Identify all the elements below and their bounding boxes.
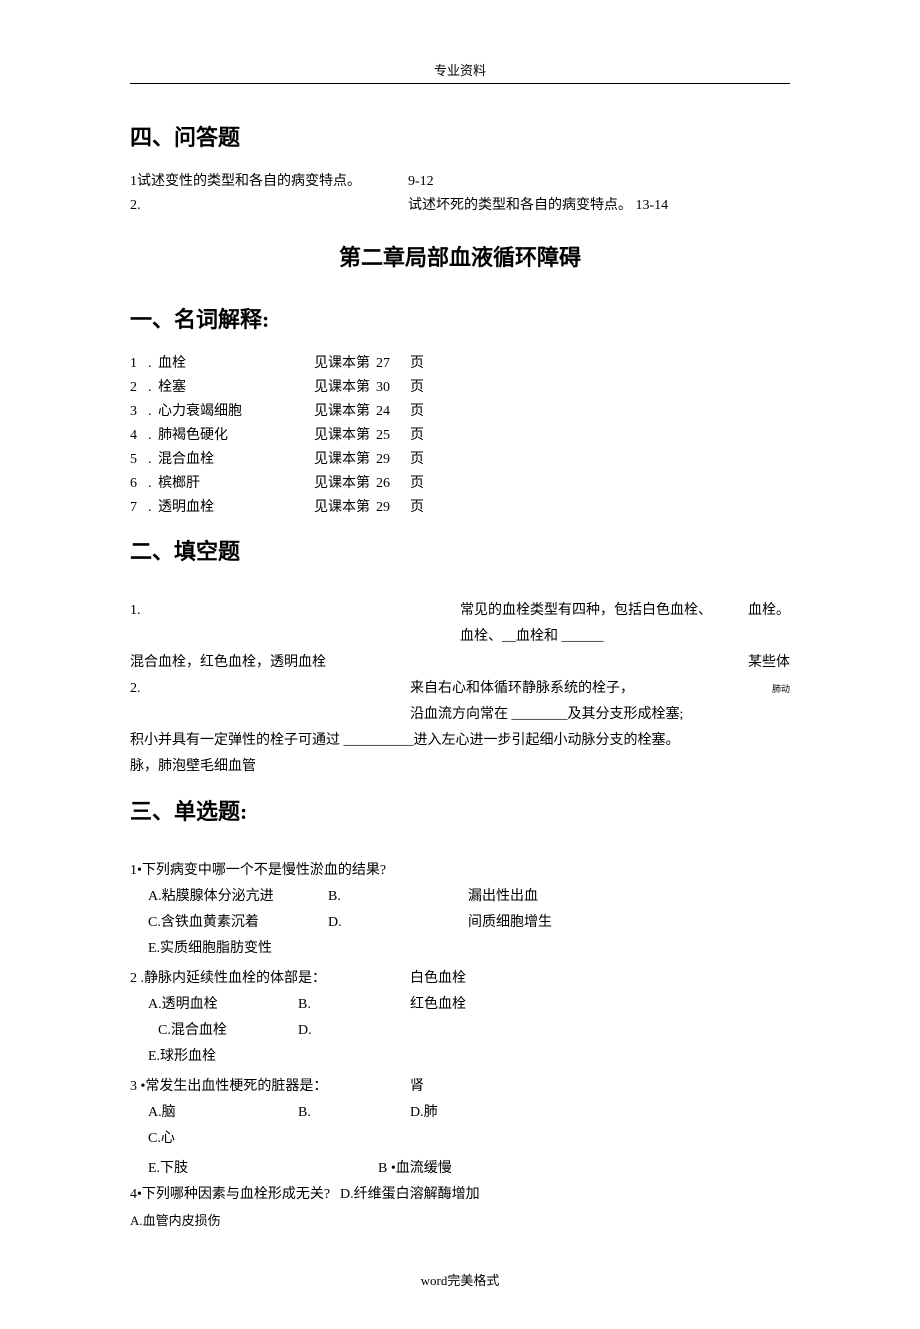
footer-text: word完美格式	[130, 1270, 790, 1289]
section4-q1: 1试述变性的类型和各自的病变特点。 9-12	[130, 170, 790, 194]
fill-q1-answer: 混合血栓，红色血栓，透明血栓	[130, 650, 730, 676]
mc-q4-a: A.血管内皮损伤	[130, 1208, 790, 1234]
fill-q2-answer: 脉，肺泡壁毛细血管	[130, 754, 790, 780]
fill-q2-line2: 沿血流方向常在 ________及其分支形成栓塞;	[410, 702, 683, 728]
mc-q2-b-right: 红色血栓	[410, 992, 790, 1018]
mc-q2-stem: 2 .静脉内延续性血栓的体部是：	[130, 966, 410, 992]
mc-q3-ext: B •血流缓慢	[378, 1156, 452, 1182]
mc-q2-c: C.混合血栓	[158, 1018, 298, 1044]
table-row: 7 . 透明血栓 见课本第 29 页	[130, 496, 790, 520]
fill-q1-extra: 血栓。	[730, 598, 790, 624]
mc-q2-e: E.球形血栓	[130, 1044, 790, 1070]
section4-q2: 2. 试述坏死的类型和各自的病变特点。 13-14	[130, 194, 790, 218]
table-row: 3 . 心力衰竭细胞 见课本第 24 页	[130, 400, 790, 424]
mc-q2-right: 白色血栓	[410, 966, 790, 992]
fill-q1-line2: 血栓、__血栓和 ______	[460, 624, 790, 650]
mc-q1-d: 间质细胞增生	[468, 910, 790, 936]
mc-q3-stem: 3 •常发生出血性梗死的脏器是：	[130, 1074, 410, 1100]
mc-q1-a: A.粘膜腺体分泌亢进	[148, 884, 328, 910]
mc-q1-b: 漏出性出血	[468, 884, 790, 910]
section4-q1-text: 1试述变性的类型和各自的病变特点。	[130, 170, 408, 194]
fill-q2-line3a: 积小并具有一定弹性的栓子可通过 __________	[130, 728, 414, 754]
mc-q4-right: D.纤维蛋白溶解酶增加	[340, 1182, 480, 1208]
mc-q2-d-label: D.	[298, 1018, 338, 1044]
mc-q3-e: E.下肢	[148, 1156, 378, 1182]
fill-heading: 二、填空题	[130, 534, 790, 566]
mc-q3-a: A.脑	[148, 1100, 298, 1126]
mc-q2-b-label: B.	[298, 992, 338, 1018]
table-row: 1 . 血栓 见课本第 27 页	[130, 352, 790, 376]
mc-q1-e: E.实质细胞脂肪变性	[130, 936, 790, 962]
terms-table: 1 . 血栓 见课本第 27 页 2 . 栓塞 见课本第 30 页 3 . 心力…	[130, 352, 790, 520]
mc-q4-stem: 4•下列哪种因素与血栓形成无关?	[130, 1182, 340, 1208]
header-text: 专业资料	[130, 60, 790, 79]
mc-q1-c: C.含铁血黄素沉着	[148, 910, 328, 936]
fill-q2-extra-top: 某些体	[730, 650, 790, 676]
fill-q2-line1: 来自右心和体循环静脉系统的栓子，	[410, 676, 634, 702]
mc-q1-stem: 1•下列病变中哪一个不是慢性淤血的结果?	[130, 858, 790, 884]
section4-q2-num: 2.	[130, 194, 408, 218]
section4-heading: 四、问答题	[130, 120, 790, 152]
mc-q3-b-right: D.肺	[410, 1100, 438, 1126]
fill-q1-num: 1.	[130, 598, 460, 624]
table-row: 5 . 混合血栓 见课本第 29 页	[130, 448, 790, 472]
mc-q1-d-label: D.	[328, 910, 368, 936]
terms-heading: 一、名词解释:	[130, 302, 790, 334]
table-row: 6 . 槟榔肝 见课本第 26 页	[130, 472, 790, 496]
section4-q2-text: 试述坏死的类型和各自的病变特点。 13-14	[408, 194, 668, 218]
mc-q3-b-label: B.	[298, 1100, 338, 1126]
section4-q1-ref: 9-12	[408, 170, 434, 194]
table-row: 4 . 肺褐色硬化 见课本第 25 页	[130, 424, 790, 448]
fill-q2-line3b: 进入左心进一步引起细小动脉分支的栓塞。	[414, 728, 680, 754]
mc-heading: 三、单选题:	[130, 794, 790, 826]
header-rule	[130, 83, 790, 84]
fill-q2-extra-bot: 肺动	[730, 676, 790, 702]
mc-q2-a: A.透明血栓	[148, 992, 298, 1018]
chapter-heading: 第二章局部血液循环障碍	[130, 240, 790, 272]
fill-block: 1. 常见的血栓类型有四种，包括白色血栓、 血栓。 血栓、__血栓和 _____…	[130, 598, 790, 780]
mc-block: 1•下列病变中哪一个不是慢性淤血的结果? A.粘膜腺体分泌亢进 B. 漏出性出血…	[130, 858, 790, 1234]
document-page: 专业资料 四、问答题 1试述变性的类型和各自的病变特点。 9-12 2. 试述坏…	[0, 0, 920, 1329]
fill-q1-line1: 常见的血栓类型有四种，包括白色血栓、	[460, 598, 730, 624]
table-row: 2 . 栓塞 见课本第 30 页	[130, 376, 790, 400]
mc-q3-right: 肾	[410, 1074, 424, 1100]
mc-q3-c: C.心	[130, 1126, 790, 1152]
mc-q1-b-label: B.	[328, 884, 368, 910]
